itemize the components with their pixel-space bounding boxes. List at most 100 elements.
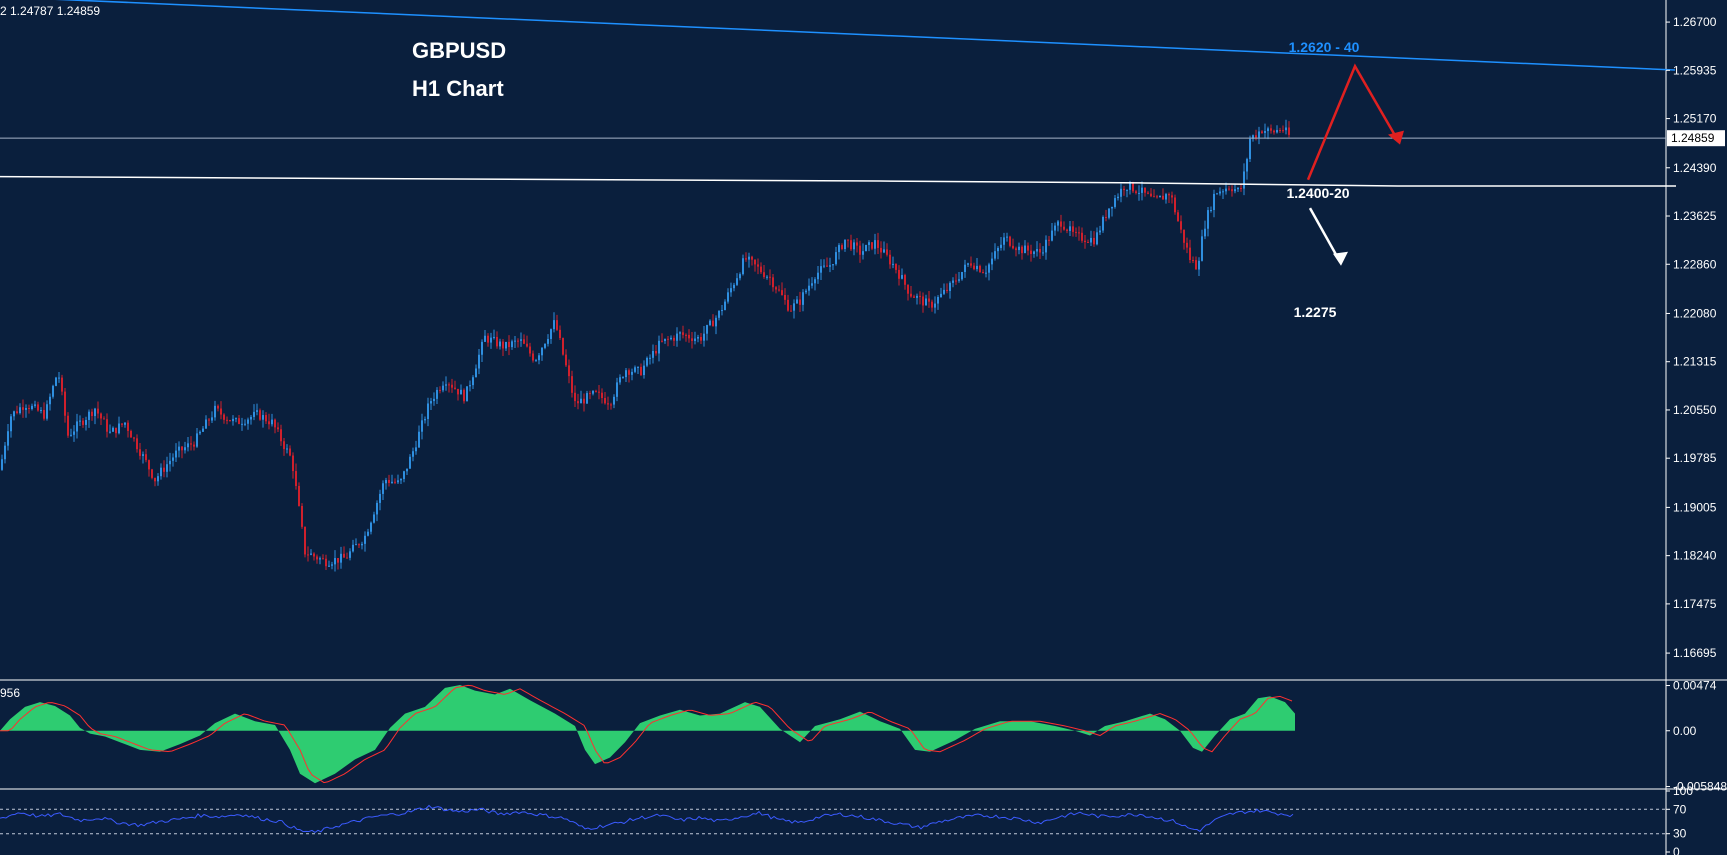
candle-body xyxy=(601,392,603,399)
candle-body xyxy=(994,251,996,259)
candle-body xyxy=(535,360,537,362)
candle-body xyxy=(406,468,408,472)
candle-body xyxy=(619,377,621,383)
candle-body xyxy=(1246,159,1248,172)
candle-body xyxy=(301,505,303,527)
candle-body xyxy=(1,459,3,470)
candle-body xyxy=(268,421,270,425)
candle-body xyxy=(139,449,141,456)
candle-body xyxy=(1237,188,1239,190)
candle-body xyxy=(826,265,828,267)
candle-body xyxy=(910,293,912,297)
candle-body xyxy=(394,481,396,483)
candle-body xyxy=(1168,194,1170,196)
candle-body xyxy=(1009,236,1011,246)
candle-body xyxy=(1084,240,1086,243)
candle-body xyxy=(613,396,615,405)
candle-body xyxy=(307,554,309,556)
candle-body xyxy=(544,343,546,348)
candle-body xyxy=(403,471,405,479)
candle-body xyxy=(31,405,33,410)
candle-body xyxy=(604,398,606,404)
candle-body xyxy=(55,377,57,386)
candle-body xyxy=(1117,196,1119,199)
candle-body xyxy=(409,456,411,469)
candle-body xyxy=(172,457,174,461)
candle-body xyxy=(829,265,831,267)
candle-body xyxy=(772,277,774,288)
candle-body xyxy=(199,431,201,434)
candle-body xyxy=(19,407,21,414)
candle-body xyxy=(163,467,165,472)
candle-body xyxy=(484,335,486,342)
candle-body xyxy=(28,408,30,410)
candle-body xyxy=(781,290,783,295)
candle-body xyxy=(1186,242,1188,248)
candle-body xyxy=(118,423,120,434)
candle-body xyxy=(364,535,366,544)
candle-body xyxy=(391,481,393,483)
candle-body xyxy=(580,398,582,404)
candle-body xyxy=(1048,239,1050,241)
candle-body xyxy=(94,408,96,417)
candle-body xyxy=(574,392,576,402)
candle-body xyxy=(1273,130,1275,133)
candle-body xyxy=(331,564,333,566)
candle-body xyxy=(805,290,807,293)
candle-body xyxy=(1228,188,1230,190)
candle-body xyxy=(964,264,966,273)
candle-body xyxy=(397,480,399,483)
candle-body xyxy=(415,447,417,452)
candle-body xyxy=(1288,127,1290,135)
candle-body xyxy=(769,276,771,278)
candle-body xyxy=(652,351,654,358)
candle-body xyxy=(175,450,177,458)
candle-body xyxy=(283,441,285,450)
candle-body xyxy=(67,415,69,436)
candle-body xyxy=(586,393,588,404)
candle-body xyxy=(370,522,372,532)
candle-body xyxy=(145,454,147,461)
candle-body xyxy=(700,337,702,341)
candle-body xyxy=(835,252,837,265)
candle-body xyxy=(916,295,918,298)
candle-body xyxy=(1219,191,1221,194)
candle-body xyxy=(157,476,159,482)
candle-body xyxy=(481,341,483,355)
candle-body xyxy=(154,477,156,482)
candle-body xyxy=(451,384,453,388)
candle-body xyxy=(640,366,642,376)
candle-body xyxy=(430,401,432,404)
candle-body xyxy=(880,247,882,253)
macd-tick-label: 0.00 xyxy=(1673,724,1697,738)
timeframe-title: H1 Chart xyxy=(412,76,504,101)
candle-body xyxy=(958,279,960,281)
candle-body xyxy=(286,448,288,450)
candle-body xyxy=(904,275,906,285)
candle-body xyxy=(1207,210,1209,229)
candle-body xyxy=(46,404,48,419)
candle-body xyxy=(1147,192,1149,194)
candle-body xyxy=(967,263,969,265)
candle-body xyxy=(178,446,180,451)
price-tick-label: 1.25170 xyxy=(1673,112,1717,126)
candle-body xyxy=(976,265,978,270)
candle-body xyxy=(1150,193,1152,197)
candle-body xyxy=(103,418,105,420)
candle-body xyxy=(310,553,312,555)
candle-body xyxy=(706,325,708,334)
candle-body xyxy=(856,242,858,246)
candle-body xyxy=(925,298,927,306)
candle-body xyxy=(496,336,498,347)
candle-body xyxy=(292,455,294,472)
candle-body xyxy=(871,242,873,249)
candle-body xyxy=(1015,248,1017,251)
candle-body xyxy=(694,338,696,341)
candle-body xyxy=(100,413,102,419)
candle-body xyxy=(559,329,561,339)
candle-body xyxy=(661,340,663,342)
candle-body xyxy=(277,427,279,430)
candle-body xyxy=(853,242,855,250)
candle-body xyxy=(424,419,426,421)
